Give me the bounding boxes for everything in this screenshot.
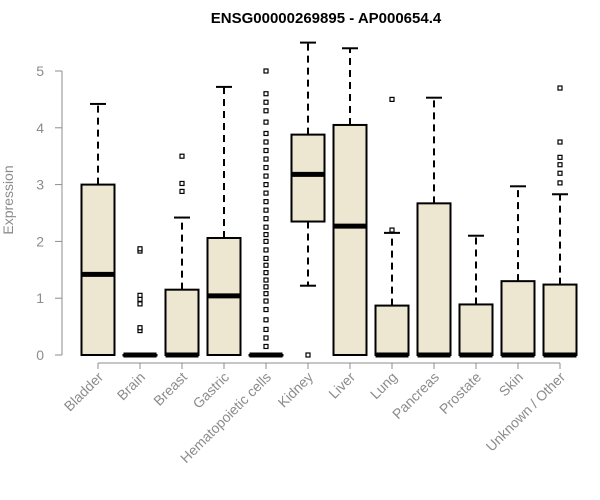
box-rect: [458, 303, 494, 356]
outlier-point: [137, 246, 143, 252]
outlier-point: [263, 284, 269, 290]
outlier-point: [263, 139, 269, 145]
outlier-point: [305, 352, 311, 358]
outlier-point: [557, 85, 563, 91]
x-tick-label: Pancreas: [389, 369, 442, 422]
y-tick-label: 2: [36, 233, 44, 249]
outlier-point: [179, 153, 185, 159]
outlier-point: [263, 335, 269, 341]
x-tick-label: Unknown / Other: [483, 369, 569, 455]
box-lung: [374, 96, 410, 358]
outlier-point: [263, 207, 269, 213]
y-tick-label: 1: [36, 290, 44, 306]
outlier-point: [263, 224, 269, 230]
box-liver: [332, 47, 368, 356]
outlier-point: [389, 227, 395, 233]
box-skin: [500, 185, 536, 358]
box-bladder: [80, 102, 116, 356]
outlier-point: [179, 180, 185, 187]
outlier-point: [263, 164, 269, 171]
y-axis: 0 1 2 3 4 5: [36, 63, 63, 363]
outlier-point: [137, 292, 143, 298]
outlier-point: [263, 247, 269, 253]
box-rect: [80, 183, 116, 356]
outlier-point: [557, 139, 563, 145]
outlier-point: [263, 156, 269, 162]
x-tick-label: Lung: [367, 369, 400, 402]
x-tick-label: Brain: [114, 369, 148, 403]
y-axis-label: Expression: [0, 165, 16, 234]
outlier-point: [263, 190, 269, 196]
box-prostate: [458, 234, 494, 358]
outlier-point: [263, 182, 269, 188]
y-tick-label: 4: [36, 120, 44, 136]
outlier-point: [263, 91, 269, 97]
x-tick-label: Skin: [496, 369, 527, 400]
outlier-point: [263, 326, 269, 333]
boxes-layer: [80, 41, 578, 358]
outlier-point: [557, 180, 563, 186]
outlier-point: [263, 216, 269, 222]
outlier-point: [263, 68, 269, 74]
outlier-point: [263, 108, 269, 114]
outlier-point: [263, 317, 269, 323]
outlier-point: [263, 130, 269, 137]
outlier-point: [263, 173, 269, 179]
box-gastric: [206, 85, 242, 357]
box-pancreas: [416, 96, 452, 358]
box-rect: [416, 202, 452, 356]
x-tick-label: Bladder: [61, 369, 107, 415]
outlier-point: [137, 301, 143, 307]
x-tick-label: Kidney: [275, 369, 317, 411]
outlier-point: [557, 170, 563, 176]
outlier-point: [179, 188, 185, 195]
outlier-point: [263, 298, 269, 304]
box-brain: [122, 246, 158, 358]
x-tick-label: Liver: [325, 369, 358, 402]
outlier-point: [263, 238, 269, 244]
outlier-point: [557, 154, 563, 160]
x-tick-label: Prostate: [436, 369, 484, 417]
outlier-point: [263, 262, 269, 268]
y-tick-label: 5: [36, 63, 44, 79]
box-rect: [542, 283, 578, 356]
box-breast: [164, 153, 200, 358]
outlier-point: [263, 270, 269, 276]
outlier-point: [263, 255, 269, 262]
outlier-point: [263, 119, 269, 125]
outlier-point: [263, 291, 269, 297]
outlier-point: [263, 199, 269, 205]
box-rect: [290, 133, 326, 223]
box-rect: [500, 280, 536, 356]
outlier-point: [263, 147, 269, 154]
outlier-point: [263, 231, 269, 238]
outlier-point: [557, 162, 563, 168]
outlier-point: [263, 306, 269, 313]
outlier-point: [263, 343, 269, 350]
outlier-point: [137, 325, 143, 331]
box-rect: [332, 123, 368, 356]
y-tick-label: 0: [36, 347, 44, 363]
chart-title: ENSG00000269895 - AP000654.4: [211, 10, 442, 27]
box-rect: [164, 288, 200, 356]
outlier-point: [263, 99, 269, 105]
x-tick-label: Breast: [150, 369, 190, 409]
box-kidney: [290, 41, 326, 358]
outlier-point: [263, 277, 269, 283]
box-unknown-other: [542, 85, 578, 358]
box-rect: [374, 304, 410, 357]
y-tick-label: 3: [36, 177, 44, 193]
box-hematopoietic-cells: [248, 68, 284, 358]
outlier-point: [389, 96, 395, 103]
